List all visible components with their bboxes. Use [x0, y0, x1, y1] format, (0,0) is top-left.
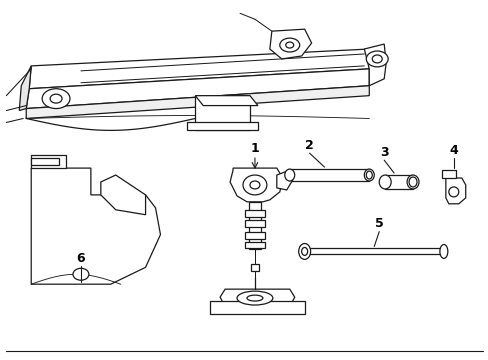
Polygon shape — [19, 66, 31, 111]
Ellipse shape — [237, 291, 272, 305]
Polygon shape — [385, 175, 412, 189]
Ellipse shape — [246, 295, 263, 301]
Polygon shape — [210, 301, 304, 314]
Ellipse shape — [284, 169, 294, 181]
Ellipse shape — [366, 171, 371, 179]
Polygon shape — [244, 242, 264, 248]
Text: 2: 2 — [305, 139, 313, 152]
Polygon shape — [304, 248, 443, 255]
Ellipse shape — [243, 175, 266, 195]
Polygon shape — [26, 86, 368, 118]
Polygon shape — [31, 155, 66, 168]
Ellipse shape — [298, 243, 310, 260]
Ellipse shape — [285, 42, 293, 48]
Polygon shape — [31, 168, 160, 284]
Polygon shape — [187, 122, 257, 130]
Polygon shape — [230, 168, 282, 202]
Ellipse shape — [279, 38, 299, 52]
Ellipse shape — [50, 94, 62, 103]
Ellipse shape — [73, 268, 89, 280]
Ellipse shape — [301, 247, 307, 255]
Polygon shape — [244, 210, 264, 217]
Polygon shape — [195, 96, 249, 130]
Ellipse shape — [448, 187, 458, 197]
Polygon shape — [220, 289, 294, 307]
Polygon shape — [269, 29, 311, 59]
Text: 1: 1 — [250, 142, 259, 155]
Polygon shape — [195, 96, 257, 105]
Polygon shape — [289, 169, 368, 181]
Polygon shape — [244, 220, 264, 227]
Ellipse shape — [366, 51, 387, 67]
Polygon shape — [29, 49, 368, 89]
Ellipse shape — [249, 181, 260, 189]
Polygon shape — [31, 158, 59, 165]
Polygon shape — [364, 44, 386, 86]
Ellipse shape — [42, 89, 70, 109]
Polygon shape — [101, 175, 145, 215]
Polygon shape — [244, 231, 264, 239]
Ellipse shape — [439, 244, 447, 258]
Text: 5: 5 — [374, 217, 383, 230]
Polygon shape — [445, 178, 465, 204]
Polygon shape — [276, 170, 292, 190]
Polygon shape — [248, 202, 261, 249]
Ellipse shape — [406, 175, 418, 189]
Text: 6: 6 — [77, 252, 85, 265]
Ellipse shape — [379, 175, 390, 189]
Text: 4: 4 — [448, 144, 457, 157]
Ellipse shape — [371, 55, 382, 63]
Polygon shape — [441, 170, 455, 178]
Polygon shape — [250, 264, 258, 271]
Ellipse shape — [364, 169, 373, 181]
Text: 3: 3 — [379, 146, 388, 159]
Ellipse shape — [408, 177, 416, 187]
Polygon shape — [26, 69, 368, 109]
